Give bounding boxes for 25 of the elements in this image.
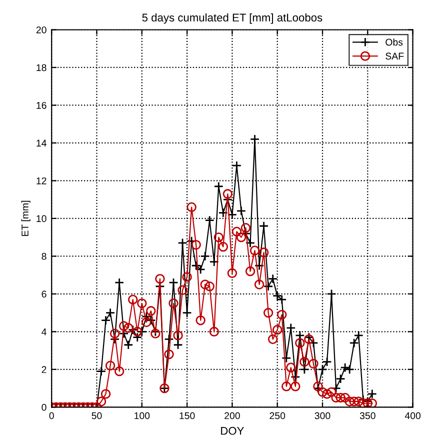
x-tick-label: 50 (92, 412, 102, 420)
y-tick-label: 18 (36, 64, 46, 72)
x-tick-label: 100 (134, 412, 150, 420)
x-tick-label: 0 (49, 412, 54, 420)
y-tick-label: 8 (42, 252, 46, 260)
legend-label: Obs (386, 38, 403, 46)
x-tick-label: 200 (224, 412, 240, 420)
y-axis-title: ET [mm] (21, 200, 30, 236)
y-tick-label: 4 (42, 328, 46, 336)
y-tick-label: 12 (36, 177, 46, 184)
y-tick-label: 14 (36, 140, 46, 146)
x-tick-label: 350 (360, 412, 376, 420)
x-tick-label: 300 (314, 412, 330, 420)
y-tick-label: 20 (36, 26, 46, 34)
legend-label: SAF (386, 52, 404, 60)
y-tick-label: 6 (42, 290, 46, 298)
chart-title: 5 days cumulated ET [mm] atLoobos (142, 13, 322, 24)
x-tick-label: 150 (180, 412, 195, 420)
y-tick-label: 10 (36, 215, 46, 222)
x-tick-label: 400 (404, 412, 421, 420)
y-tick-label: 16 (36, 102, 46, 109)
x-axis-title: DOY (221, 426, 244, 435)
y-tick-label: 0 (42, 404, 46, 411)
y-tick-label: 2 (42, 366, 46, 373)
x-tick-label: 250 (270, 412, 286, 420)
